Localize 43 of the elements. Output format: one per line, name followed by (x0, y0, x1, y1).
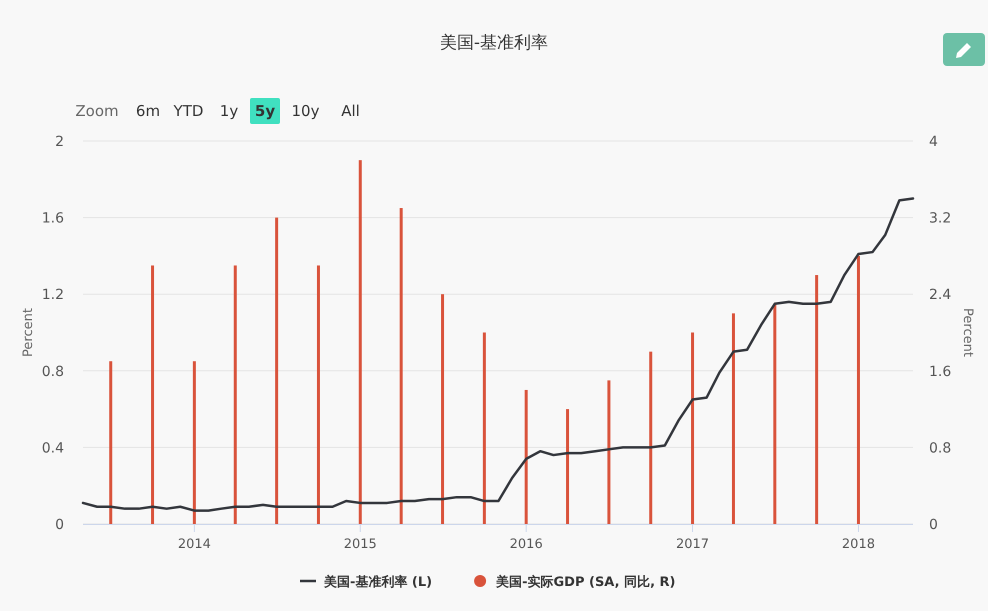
x-tick-label: 2015 (344, 537, 377, 552)
bar (815, 275, 818, 524)
line-series (82, 197, 914, 512)
range-selector: Zoom 6m YTD 1y 5y 10y All (75, 98, 360, 124)
x-tick-label: 2017 (676, 537, 710, 552)
bar (275, 218, 278, 524)
bar (773, 304, 776, 524)
x-tick-label: 2016 (510, 537, 543, 552)
bar (400, 208, 403, 524)
y-tick-label: 2 (55, 134, 64, 150)
y-tick-label: 1.6 (42, 210, 64, 227)
bar (482, 332, 486, 524)
chart-title: 美国-基准利率 (440, 33, 548, 53)
legend-label: 美国-基准利率 (L) (323, 574, 432, 590)
x-tick-label: 2018 (842, 537, 875, 552)
y2-tick-label: 0 (929, 517, 938, 533)
y2-tick-label: 2.4 (929, 287, 952, 304)
bar (649, 352, 652, 524)
y2-tick-label: 1.6 (929, 364, 952, 380)
y-tick-label: 1.2 (42, 287, 64, 304)
bar (524, 390, 528, 524)
bar (234, 265, 237, 524)
bar (316, 265, 320, 524)
bar (192, 361, 196, 524)
y2-axis-title: Percent (960, 308, 975, 357)
bar (151, 265, 154, 524)
y-tick-label: 0.4 (42, 440, 64, 456)
bar (441, 294, 444, 524)
legend-label: 美国-实际GDP (SA, 同比, R) (495, 574, 676, 590)
y2-tick-label: 0.8 (929, 440, 952, 456)
bar (607, 380, 610, 524)
y-axis-title: Percent (21, 308, 36, 357)
bar (691, 332, 694, 524)
y2-tick-label: 3.2 (929, 210, 952, 227)
bar (109, 361, 112, 524)
bar (566, 409, 570, 524)
bar (856, 256, 860, 524)
y-tick-label: 0.8 (42, 364, 64, 380)
x-tick-label: 2014 (178, 537, 211, 552)
y-tick-label: 0 (55, 517, 64, 533)
bar (358, 160, 362, 524)
y2-tick-label: 4 (929, 134, 938, 150)
bar (732, 313, 735, 524)
